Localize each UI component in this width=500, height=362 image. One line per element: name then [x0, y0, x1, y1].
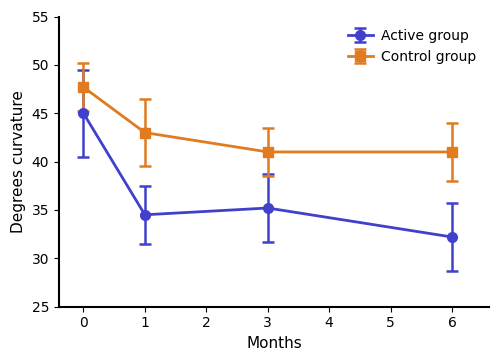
X-axis label: Months: Months — [246, 336, 302, 351]
Legend: Active group, Control group: Active group, Control group — [342, 24, 482, 70]
Y-axis label: Degrees curvature: Degrees curvature — [11, 90, 26, 233]
